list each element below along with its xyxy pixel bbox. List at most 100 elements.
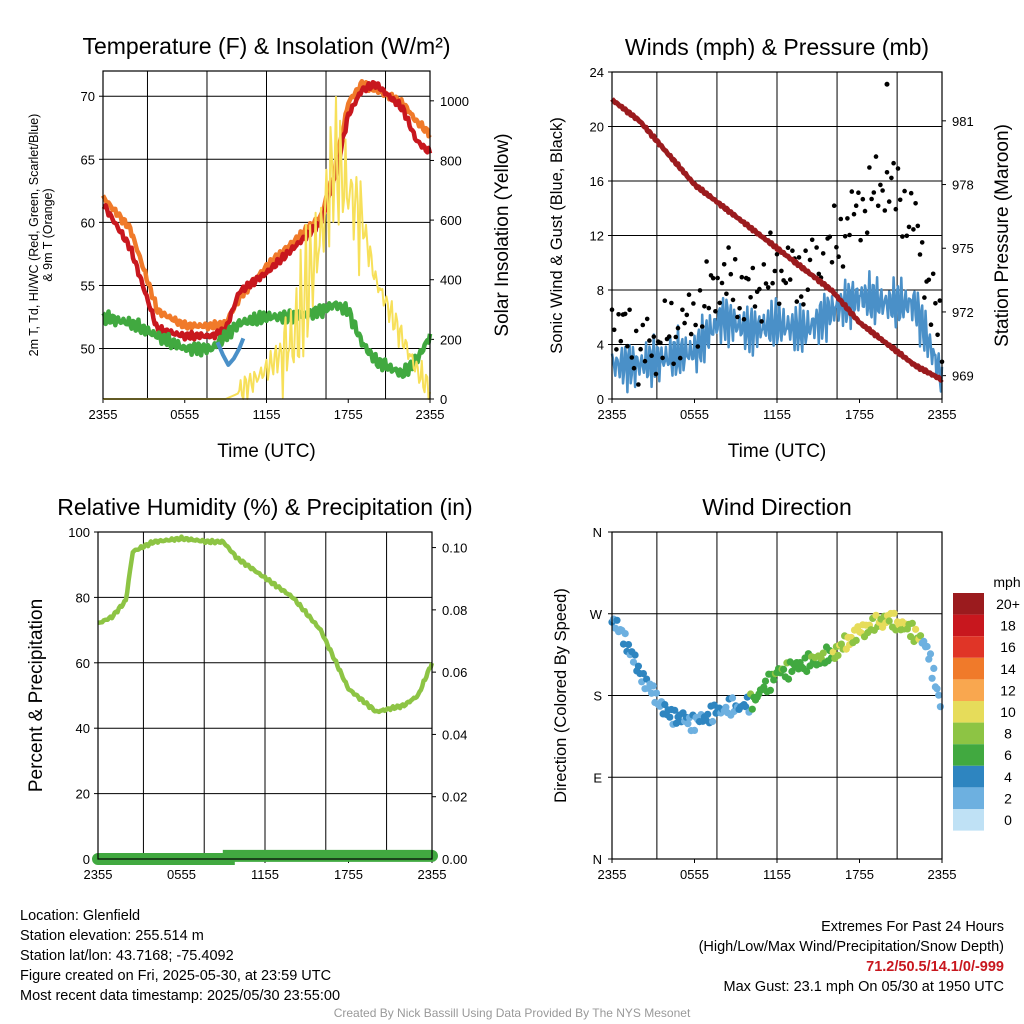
- gust-point-max: [884, 81, 890, 87]
- station-info: Location: Glenfield Station elevation: 2…: [20, 906, 340, 1006]
- direction-xtick-2: 1155: [763, 867, 791, 882]
- winds-y2tick-0: 969: [952, 369, 974, 384]
- gust-point: [842, 234, 848, 239]
- gust-point: [869, 196, 874, 202]
- temperature-y2tick-5: 1000: [440, 94, 469, 109]
- winds-frame: [611, 71, 943, 400]
- legend-swatch-2: [953, 636, 984, 658]
- gust-point: [915, 223, 921, 229]
- temperature-title: Temperature (F) & Insolation (W/m²): [82, 33, 450, 59]
- humidity-y2tick-1: 0.02: [442, 790, 467, 805]
- gust-point: [930, 271, 936, 277]
- station-elevation: Station elevation: 255.514 m: [20, 928, 204, 944]
- winds-ytick-2: 8: [597, 283, 604, 298]
- temperature-xlabel: Time (UTC): [217, 441, 316, 462]
- direction-point: [770, 676, 778, 684]
- gust-point: [748, 295, 753, 300]
- gust-point: [820, 251, 826, 256]
- gust-point: [618, 338, 624, 344]
- winds-ytick-5: 20: [590, 120, 604, 135]
- gust-point: [913, 201, 918, 206]
- humidity-y2tick-0: 0.00: [442, 852, 467, 867]
- winds-xtick-1: 0555: [680, 407, 709, 422]
- gust-point: [904, 233, 910, 239]
- direction-title: Wind Direction: [702, 494, 852, 520]
- winds-xtick-2: 1155: [763, 407, 791, 422]
- station-latlon: Station lat/lon: 43.7168; -75.4092: [20, 948, 234, 964]
- direction-ytick-2: S: [593, 689, 602, 704]
- direction-point: [621, 630, 629, 638]
- humidity-y2tick-3: 0.06: [442, 665, 467, 680]
- direction-point: [784, 675, 793, 683]
- gust-point: [774, 252, 780, 257]
- gust-point: [721, 262, 727, 267]
- gust-point: [631, 365, 637, 371]
- gust-point: [647, 338, 652, 343]
- gust-point: [735, 314, 740, 320]
- gust-point: [831, 203, 837, 208]
- legend-label-10: 0: [1004, 812, 1012, 828]
- legend-swatch-4: [953, 679, 984, 701]
- gust-point: [625, 343, 630, 349]
- gust-point: [671, 361, 676, 367]
- humidity-y2tick-4: 0.08: [442, 603, 467, 618]
- extremes-title: Extremes For Past 24 Hours: [821, 919, 1004, 935]
- station-location: Location: Glenfield: [20, 908, 141, 924]
- gust-point: [653, 371, 659, 377]
- gust-point: [680, 307, 685, 313]
- temperature-ytick-4: 70: [81, 89, 95, 104]
- direction-point: [908, 619, 916, 627]
- direction-point: [639, 670, 648, 678]
- direction-point: [916, 632, 925, 640]
- temperature-y2label: Solar Insolation (Yellow): [492, 133, 513, 336]
- gust-point: [765, 285, 771, 290]
- gust-point: [937, 298, 943, 303]
- gust-point: [746, 276, 751, 282]
- gust-point: [917, 252, 923, 257]
- gust-point: [895, 166, 901, 171]
- direction-point: [935, 691, 943, 699]
- direction-point: [920, 637, 928, 646]
- gust-point: [882, 208, 888, 213]
- gust-point: [884, 170, 890, 175]
- direction-point: [634, 662, 643, 670]
- direction-xtick-1: 0555: [680, 867, 709, 882]
- humidity-ytick-5: 100: [68, 525, 90, 540]
- direction-point: [652, 689, 661, 697]
- temperature-xtick-3: 1755: [334, 407, 363, 422]
- direction-point: [926, 650, 935, 658]
- direction-ytick-3: W: [590, 607, 603, 622]
- direction-point: [722, 703, 730, 711]
- gust-point: [801, 302, 806, 307]
- gust-point: [785, 245, 791, 250]
- credit-line: Created By Nick Bassill Using Data Provi…: [333, 1006, 691, 1020]
- gust-point: [713, 309, 718, 314]
- temperature-y2tick-0: 0: [440, 392, 447, 407]
- gust-point: [790, 248, 795, 253]
- gust-point: [860, 196, 866, 202]
- gust-point: [761, 262, 767, 267]
- humidity-xtick-3: 1755: [334, 867, 363, 882]
- temperature-ytick-1: 55: [81, 278, 95, 293]
- gust-point: [757, 286, 762, 292]
- temperature-ytick-0: 50: [81, 342, 95, 357]
- gust-point: [798, 294, 804, 299]
- gust-point: [845, 216, 850, 221]
- gust-point: [796, 255, 802, 260]
- winds-ytick-4: 16: [590, 174, 604, 189]
- gust-point: [616, 312, 621, 317]
- humidity-frame: [97, 531, 433, 860]
- humidity-y2tick-2: 0.04: [442, 727, 467, 742]
- direction-point: [624, 641, 633, 649]
- winds-xtick-4: 2355: [928, 407, 957, 422]
- pressure-series: [610, 97, 944, 383]
- gust-point: [776, 301, 782, 307]
- gust-point: [677, 355, 683, 361]
- gust-point: [886, 199, 892, 204]
- direction-point: [912, 625, 920, 633]
- gust-point: [849, 189, 855, 194]
- gust-point: [902, 188, 907, 194]
- gust-point: [688, 331, 694, 337]
- direction-xtick-4: 2355: [928, 867, 957, 882]
- gust-point: [719, 280, 725, 286]
